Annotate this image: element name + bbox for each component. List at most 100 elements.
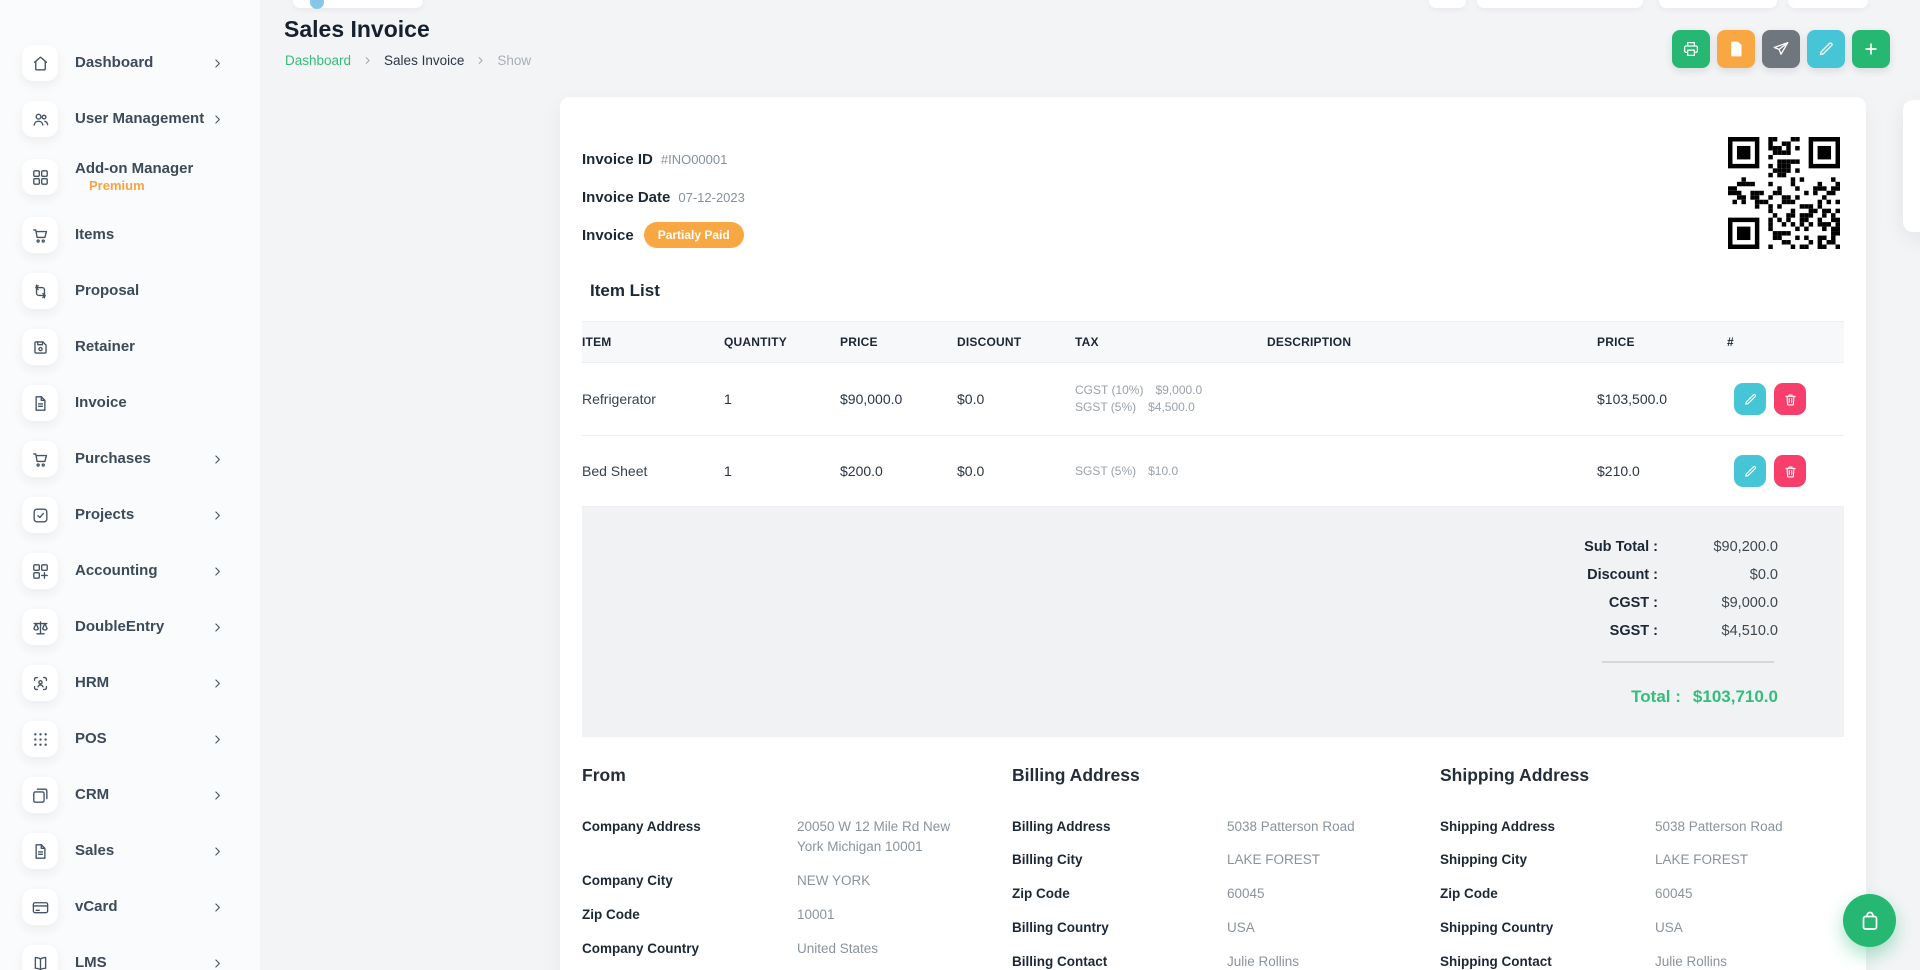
column-header-: # [1727, 335, 1844, 349]
header-cutoff-pill [1788, 0, 1868, 8]
chevron-right-icon [211, 845, 224, 858]
delete-item-button[interactable] [1774, 383, 1806, 415]
send-button[interactable] [1762, 30, 1800, 68]
sidebar-item-label: Add-on ManagerPremium [75, 160, 193, 194]
from-section: From Company Address20050 W 12 Mile Rd N… [582, 765, 1012, 970]
invoice-date-label: Invoice Date [582, 189, 670, 206]
sidebar-item-user-management[interactable]: User Management [0, 91, 260, 147]
sidebar-item-sales[interactable]: Sales [0, 823, 260, 879]
sidebar-item-projects[interactable]: Projects [0, 487, 260, 543]
invoice-status-label: Invoice [582, 227, 634, 244]
chevron-right-icon [211, 677, 224, 690]
grid-plus-icon [22, 553, 58, 589]
from-title: From [582, 765, 1012, 786]
sidebar-item-retainer[interactable]: Retainer [0, 319, 260, 375]
sidebar-item-lms[interactable]: LMS [0, 935, 260, 970]
chevron-right-icon [211, 733, 224, 746]
field-label: Shipping Country [1440, 918, 1655, 938]
sidebar-menu: Dashboard User Management Add-on ManagerPr… [0, 35, 260, 970]
sidebar-item-vcard[interactable]: vCard [0, 879, 260, 935]
summary-label: Sub Total : [1584, 533, 1658, 561]
item-table-body: Refrigerator1$90,000.0$0.0CGST (10%)$9,0… [582, 363, 1844, 507]
item-total-price: $210.0 [1597, 463, 1727, 479]
summary-label: Discount : [1587, 561, 1658, 589]
premium-label: Premium [89, 179, 193, 194]
item-price: $200.0 [840, 463, 957, 479]
field-value: LAKE FOREST [1655, 850, 1844, 871]
summary-value: $4,510.0 [1658, 617, 1778, 645]
invoice-meta: Invoice ID #INO00001 Invoice Date 07-12-… [582, 97, 1844, 247]
sidebar-item-invoice[interactable]: Invoice [0, 375, 260, 431]
field-value: Julie Rollins [1227, 952, 1440, 970]
chevron-right-icon [211, 957, 224, 970]
field-billing-contact: Billing ContactJulie Rollins [1012, 946, 1440, 970]
breadcrumb-sales-invoice[interactable]: Sales Invoice [384, 53, 464, 68]
field-shipping-contact: Shipping ContactJulie Rollins [1440, 946, 1844, 970]
field-label: Company Country [582, 939, 797, 959]
field-label: Zip Code [1440, 884, 1655, 904]
edit-button[interactable] [1807, 30, 1845, 68]
cart-icon [22, 441, 58, 477]
summary-value: $9,000.0 [1658, 589, 1778, 617]
table-row: Refrigerator1$90,000.0$0.0CGST (10%)$9,0… [582, 363, 1844, 436]
sidebar-item-purchases[interactable]: Purchases [0, 431, 260, 487]
field-company-country: Company CountryUnited States [582, 933, 1012, 967]
chevron-right-icon [211, 57, 224, 70]
field-label: Company Address [582, 817, 797, 837]
total-value: $103,710.0 [1693, 687, 1778, 707]
cart-icon [22, 217, 58, 253]
sidebar: Dashboard User Management Add-on ManagerPr… [0, 0, 260, 970]
chevron-right-icon [475, 55, 486, 66]
item-quantity: 1 [724, 391, 840, 407]
tax-amount: $9,000.0 [1155, 383, 1202, 397]
delete-item-button[interactable] [1774, 455, 1806, 487]
create-button[interactable] [1852, 30, 1890, 68]
sidebar-item-label: HRM [75, 674, 109, 691]
pencil-icon [1817, 40, 1835, 58]
item-name: Refrigerator [582, 391, 724, 407]
sidebar-item-label: Accounting [75, 562, 158, 579]
field-label: Billing Country [1012, 918, 1227, 938]
chevron-right-icon [211, 565, 224, 578]
edit-item-button[interactable] [1734, 455, 1766, 487]
table-row: Bed Sheet1$200.0$0.0SGST (5%)$10.0$210.0 [582, 436, 1844, 507]
sidebar-item-add-on-manager[interactable]: Add-on ManagerPremium [0, 147, 260, 207]
total-label: Total : [1631, 687, 1681, 707]
sidebar-item-label: LMS [75, 954, 107, 970]
field-value: 10001 [797, 905, 1012, 926]
sidebar-item-pos[interactable]: POS [0, 711, 260, 767]
floppy-icon [22, 329, 58, 365]
windows-icon [22, 777, 58, 813]
sidebar-item-dashboard[interactable]: Dashboard [0, 35, 260, 91]
shop-fab-button[interactable] [1843, 894, 1896, 947]
chevron-right-icon [211, 789, 224, 802]
item-taxes: CGST (10%)$9,000.0SGST (5%)$4,500.0 [1075, 382, 1267, 416]
download-button[interactable] [1717, 30, 1755, 68]
field-company-city: Company CityNEW YORK [582, 865, 1012, 899]
sidebar-item-crm[interactable]: CRM [0, 767, 260, 823]
sidebar-item-hrm[interactable]: HRM [0, 655, 260, 711]
field-billing-address: Billing Address5038 Patterson Road [1012, 810, 1440, 844]
sidebar-item-label: Proposal [75, 282, 139, 299]
sidebar-item-accounting[interactable]: Accounting [0, 543, 260, 599]
sidebar-item-proposal[interactable]: Proposal [0, 263, 260, 319]
pencil-icon [1743, 392, 1758, 407]
header-cutoff-pill [1659, 0, 1777, 8]
book-icon [22, 945, 58, 970]
edit-item-button[interactable] [1734, 383, 1766, 415]
user-scan-icon [22, 665, 58, 701]
breadcrumb-show: Show [497, 53, 531, 68]
sidebar-item-label: DoubleEntry [75, 618, 164, 635]
field-label: Zip Code [1012, 884, 1227, 904]
address-sections: From Company Address20050 W 12 Mile Rd N… [582, 765, 1844, 970]
users-icon [22, 101, 58, 137]
field-label: Zip Code [582, 905, 797, 925]
print-button[interactable] [1672, 30, 1710, 68]
breadcrumb-dashboard-link[interactable]: Dashboard [285, 53, 351, 68]
sidebar-item-items[interactable]: Items [0, 207, 260, 263]
sidebar-item-label: User Management [75, 110, 204, 127]
sidebar-item-label: Items [75, 226, 114, 243]
sidebar-item-doubleentry[interactable]: DoubleEntry [0, 599, 260, 655]
field-company-contact: Company Contact1254879856 [582, 967, 1012, 970]
summary-row-cgst: CGST :$9,000.0 [626, 589, 1778, 617]
